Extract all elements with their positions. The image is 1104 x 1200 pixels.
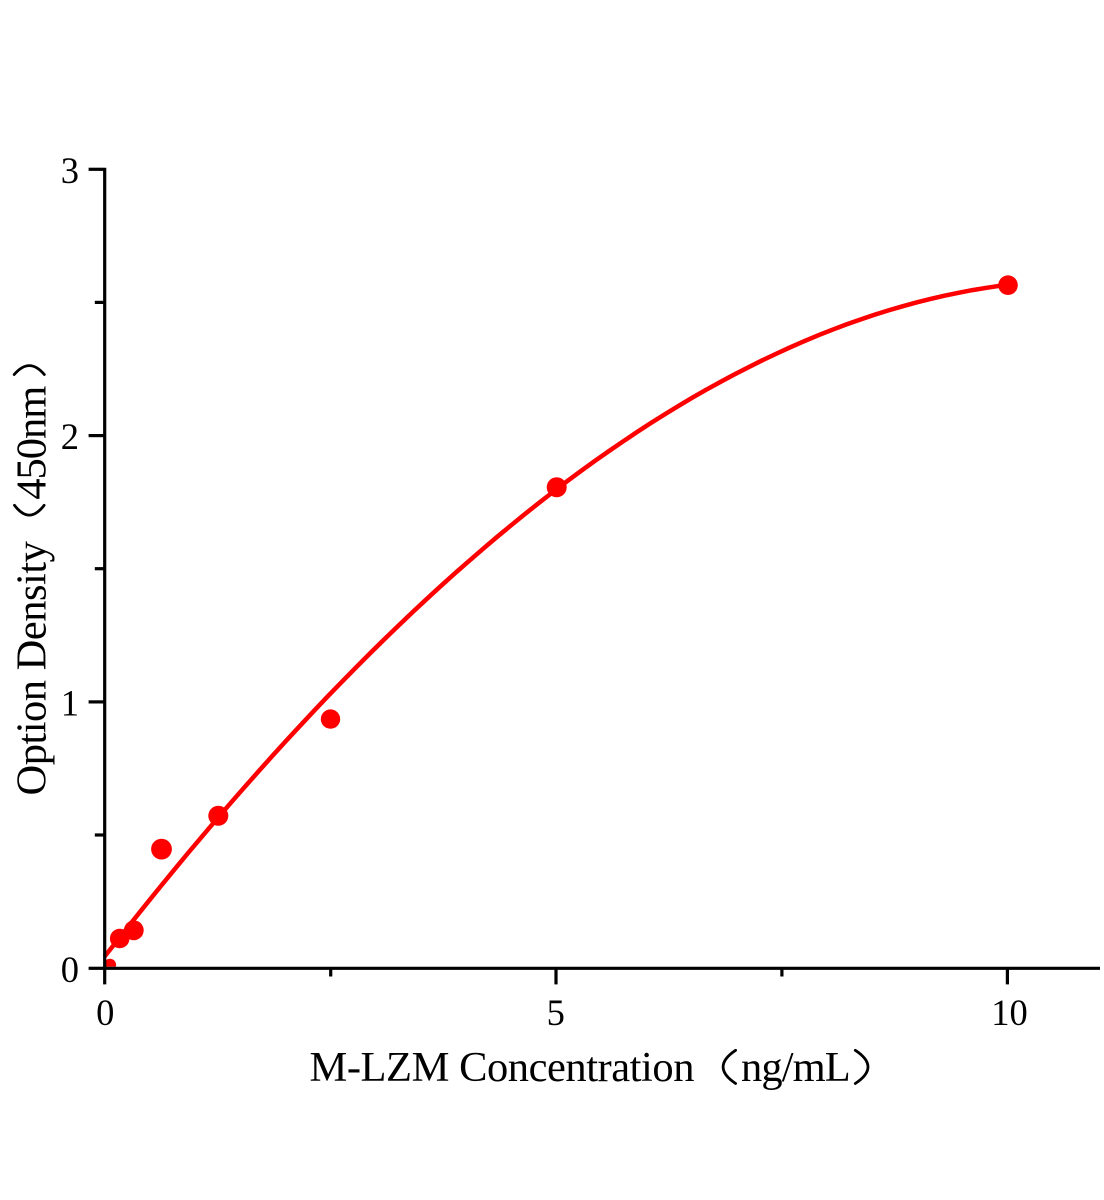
svg-text:10: 10	[991, 992, 1028, 1033]
svg-text:1: 1	[61, 683, 79, 724]
svg-text:0: 0	[96, 992, 114, 1033]
svg-text:ng/mL: ng/mL	[741, 1044, 850, 1091]
svg-text:5: 5	[547, 992, 565, 1033]
svg-text:M-LZM Concentration: M-LZM Concentration	[310, 1044, 695, 1091]
svg-text:450nm: 450nm	[8, 386, 55, 500]
svg-text:0: 0	[61, 949, 79, 990]
svg-text:3: 3	[61, 150, 79, 191]
svg-text:Option Density: Option Density	[8, 540, 55, 795]
svg-text:2: 2	[61, 416, 79, 457]
